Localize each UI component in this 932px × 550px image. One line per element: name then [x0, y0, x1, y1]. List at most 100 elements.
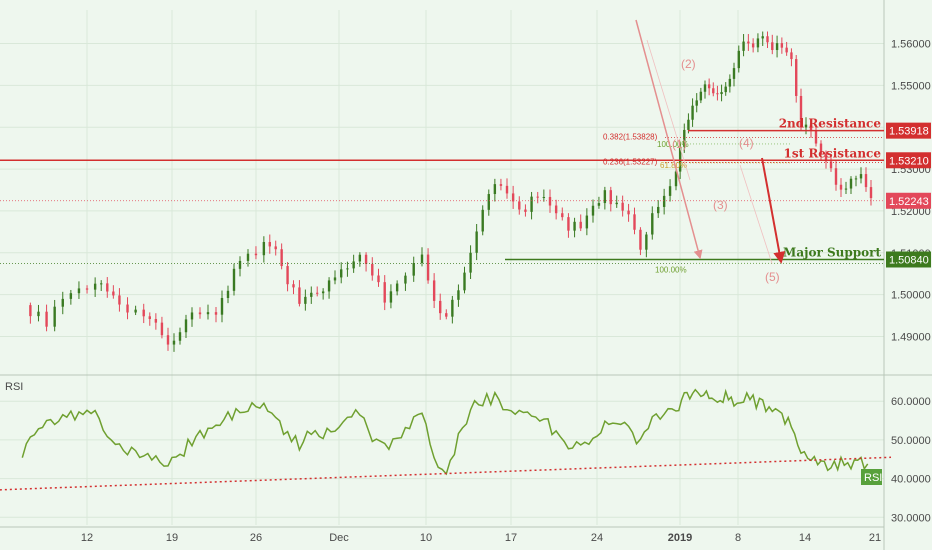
- candle-body: [327, 280, 331, 292]
- time-tick-label: 2019: [668, 532, 692, 544]
- candle-body: [238, 260, 242, 269]
- price-tick-label: 1.52000: [891, 206, 931, 218]
- candle-body: [651, 213, 654, 235]
- candle-body: [445, 313, 448, 317]
- candle-body: [395, 283, 399, 292]
- candle-body: [707, 84, 711, 89]
- candle-body: [518, 201, 521, 210]
- candle-body: [457, 290, 460, 300]
- candle-body: [573, 221, 576, 231]
- candle-body: [85, 288, 89, 290]
- candle-body: [844, 188, 848, 190]
- candle-body: [475, 231, 478, 253]
- candle-body: [481, 209, 484, 232]
- rsi-tick-label: 50.0000: [891, 435, 931, 447]
- rsi-title: RSI: [5, 381, 23, 393]
- candle-body: [412, 263, 415, 276]
- candle-body: [542, 196, 546, 198]
- candle-body: [358, 254, 362, 262]
- candle-body: [420, 254, 424, 264]
- price-tick-label: 1.49000: [891, 332, 931, 344]
- candle-body: [662, 195, 666, 207]
- time-tick-label: Dec: [329, 532, 349, 544]
- candle-body: [142, 309, 145, 317]
- time-tick-label: 14: [799, 532, 811, 544]
- wave-label-4: (4): [739, 136, 754, 150]
- candle-body: [499, 184, 503, 186]
- candle-body: [645, 234, 648, 250]
- candle-body: [118, 295, 121, 305]
- candle-body: [766, 36, 769, 43]
- candle-body: [333, 277, 337, 281]
- rsi-tick-label: 60.0000: [891, 396, 931, 408]
- candle-body: [166, 335, 170, 345]
- candle-body: [678, 146, 682, 172]
- candle-body: [268, 242, 271, 247]
- candle-body: [747, 41, 750, 44]
- candle-body: [627, 210, 630, 215]
- candle-body: [134, 309, 137, 313]
- candle-body: [839, 184, 843, 190]
- time-tick-label: 19: [166, 532, 178, 544]
- candle-body: [292, 284, 295, 288]
- wave-guide-line: [646, 39, 691, 181]
- target-arrow: [761, 157, 786, 264]
- candle-body: [184, 319, 188, 333]
- candle-body: [854, 178, 858, 180]
- candle-body: [340, 269, 343, 278]
- rsi-badge: RSI: [864, 472, 882, 484]
- rsi-trendline: [0, 456, 892, 491]
- candle-body: [69, 293, 73, 299]
- candle-body: [609, 190, 612, 205]
- candle-body: [691, 105, 694, 120]
- candle-body: [591, 205, 595, 216]
- candle-body: [304, 296, 307, 304]
- candle-body: [536, 196, 539, 198]
- candle-body: [45, 311, 48, 327]
- candle-body: [771, 42, 774, 51]
- time-tick-label: 21: [869, 532, 881, 544]
- price-tick-label: 1.55000: [891, 80, 931, 92]
- fib-label-618: 61.80%: [660, 161, 687, 170]
- candle-body: [389, 291, 393, 303]
- price-tick-label: 1.56000: [891, 38, 931, 50]
- candle-body: [683, 129, 686, 147]
- major-support-badge-bg: [886, 251, 931, 268]
- candle-body: [785, 47, 788, 53]
- candle-body: [37, 311, 40, 317]
- major-support-label: Major Support: [783, 245, 881, 259]
- candle-body: [761, 36, 764, 39]
- candle-body: [621, 202, 624, 211]
- candle-body: [346, 268, 349, 270]
- candle-body: [795, 59, 798, 96]
- candle-body: [615, 202, 618, 205]
- candle-body: [554, 205, 558, 214]
- wave-guide-line-2: [739, 164, 773, 264]
- candle-body: [712, 88, 715, 94]
- first-resistance-badge-bg: [886, 152, 931, 169]
- candle-body: [804, 124, 808, 128]
- candle-body: [732, 68, 736, 79]
- first-resistance-label: 1st Resistance: [784, 146, 882, 160]
- candle-body: [154, 319, 158, 323]
- candle-body: [775, 43, 779, 51]
- wave-label-1: (1): [672, 137, 687, 151]
- candle-body: [172, 340, 176, 345]
- candle-body: [751, 43, 755, 48]
- candle-body: [274, 246, 277, 250]
- candle-body: [487, 194, 490, 210]
- candle-body: [100, 283, 103, 285]
- candle-body: [463, 272, 466, 291]
- rsi-tick-label: 30.0000: [891, 512, 931, 524]
- candle-body: [829, 161, 833, 169]
- candle-body: [657, 206, 660, 214]
- candle-body: [716, 93, 719, 95]
- time-tick-label: 10: [420, 532, 432, 544]
- candle-body: [819, 143, 823, 154]
- candle-body: [280, 249, 283, 267]
- candle-body: [703, 84, 707, 92]
- candle-body: [834, 168, 838, 185]
- candle-body: [548, 196, 552, 206]
